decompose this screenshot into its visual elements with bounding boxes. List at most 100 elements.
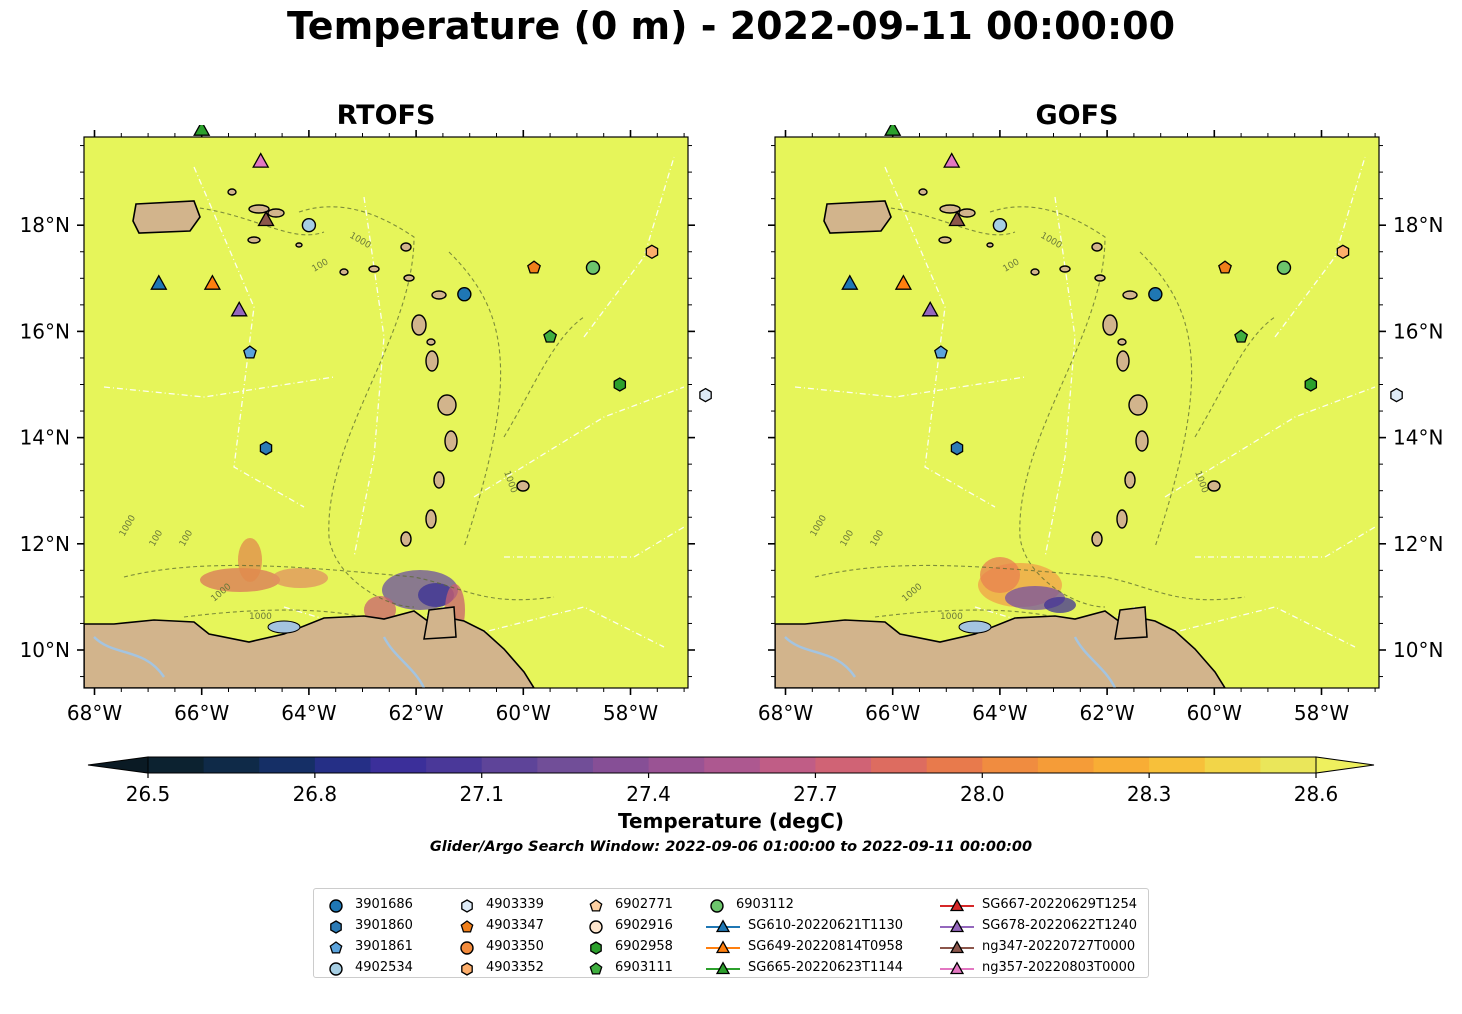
legend-swatch (460, 940, 474, 955)
x-tick-label: 62°W (1079, 701, 1134, 725)
eez-boundary (1195, 526, 1376, 558)
temperature-anomaly (1044, 597, 1076, 613)
colorbar-segment (982, 757, 1039, 773)
marker-3901861 (243, 345, 257, 359)
antilles-island (433, 471, 445, 489)
x-tick-label: 58°W (603, 701, 658, 725)
colorbar-segment (537, 757, 594, 773)
legend-label: ng357-20220803T0000 (982, 960, 1136, 975)
legend-marker (329, 961, 343, 976)
marker-4903339 (699, 387, 712, 403)
legend-label: SG667-20220629T1254 (982, 897, 1138, 912)
legend-label: 4903339 (486, 897, 544, 912)
antilles-island (1135, 430, 1149, 452)
x-tick-label: 58°W (1294, 701, 1349, 725)
marker-4903352 (1336, 244, 1350, 260)
antilles-island (247, 236, 261, 244)
bathymetry-contour (989, 206, 1106, 608)
antilles-island (248, 204, 270, 214)
legend: 3901686 3901860 3901861 4902534 4903339 49033… (313, 888, 1149, 978)
antilles-island (939, 204, 961, 214)
colorbar-extend-low (87, 756, 149, 774)
legend-marker (460, 919, 474, 933)
antilles-island (403, 274, 415, 282)
legend-marker (330, 919, 342, 934)
x-tick-label: 62°W (388, 701, 443, 725)
legend-marker (461, 961, 473, 976)
legend-swatch (706, 960, 740, 974)
marker-4903339 (1390, 387, 1403, 403)
legend-item: 4903347 (455, 915, 544, 936)
colorbar-segment (815, 757, 872, 773)
eez-boundary (583, 156, 675, 338)
legend-marker (949, 897, 965, 911)
legend-item: 6903112 (705, 894, 903, 915)
south-america-landmass (775, 610, 1226, 688)
legend-label: SG665-20220623T1144 (748, 960, 904, 975)
bathymetry-contour (298, 206, 415, 608)
colorbar-segment (314, 757, 371, 773)
antilles-island (1059, 265, 1071, 273)
antilles-island (1091, 242, 1103, 252)
colorbar-segment (871, 757, 928, 773)
marker-SG649-20220814T0958 (203, 274, 222, 290)
colorbar-tick-label: 26.5 (126, 782, 171, 806)
y-tick-label: 12°N (20, 532, 70, 556)
legend-label: ng347-20220727T0000 (982, 939, 1136, 954)
marker-3901861 (934, 345, 948, 359)
colorbar-segment (1037, 757, 1095, 773)
bathymetry-contour (448, 251, 502, 548)
legend-item: 4903352 (455, 957, 544, 978)
contour-label: 1000 (249, 612, 272, 622)
legend-label: SG649-20220814T0958 (748, 939, 904, 954)
eez-boundary (884, 166, 996, 508)
bathymetry-contour (183, 609, 385, 623)
antilles-island (516, 480, 530, 492)
legend-marker (589, 919, 603, 934)
river (382, 636, 426, 688)
antilles-island (411, 314, 427, 336)
colorbar-segment (926, 757, 983, 773)
legend-marker (949, 939, 965, 953)
trinidad-island (1114, 606, 1148, 640)
marker-6903112 (585, 260, 601, 275)
colorbar-segment (1149, 757, 1206, 773)
temperature-anomaly (200, 568, 280, 592)
colorbar-segment (704, 757, 761, 773)
legend-swatch (329, 898, 343, 913)
eez-boundary (193, 166, 305, 508)
contour-label: 1000 (940, 612, 963, 622)
colorbar-segment (1093, 757, 1150, 773)
legend-marker (589, 898, 603, 912)
legend-item: 6902771 (584, 894, 673, 915)
legend-marker (715, 960, 731, 974)
antilles-island (267, 208, 285, 218)
marker-SG649-20220814T0958 (894, 274, 913, 290)
map-frame (83, 136, 689, 689)
eez-boundary (504, 526, 685, 558)
y-tick-label: 14°N (20, 426, 70, 450)
marker-SG610-20220621T1130 (841, 274, 859, 290)
marker-4902534 (992, 217, 1008, 233)
temperature-anomaly (980, 557, 1020, 593)
colorbar-extend-high (1315, 756, 1375, 774)
legend-label: 3901686 (355, 897, 413, 912)
colorbar-tick-label: 28.6 (1294, 782, 1339, 806)
marker-SG665-20220623T1144 (884, 125, 902, 136)
legend-marker (329, 940, 343, 954)
river (784, 636, 857, 678)
legend-marker (715, 939, 731, 953)
legend-swatch (940, 939, 974, 953)
temperature-anomaly (272, 568, 328, 588)
legend-label: 6902771 (615, 897, 673, 912)
marker-3901686 (1148, 287, 1163, 302)
legend-label: 6902958 (615, 939, 673, 954)
antilles-island (400, 242, 412, 252)
antilles-island (368, 265, 380, 273)
marker-SG678-20220622T1240 (921, 300, 939, 317)
antilles-island (339, 268, 349, 276)
colorbar-segment (370, 757, 427, 773)
x-tick-label: 60°W (1187, 701, 1242, 725)
legend-marker (460, 940, 474, 955)
antilles-island (918, 188, 928, 196)
